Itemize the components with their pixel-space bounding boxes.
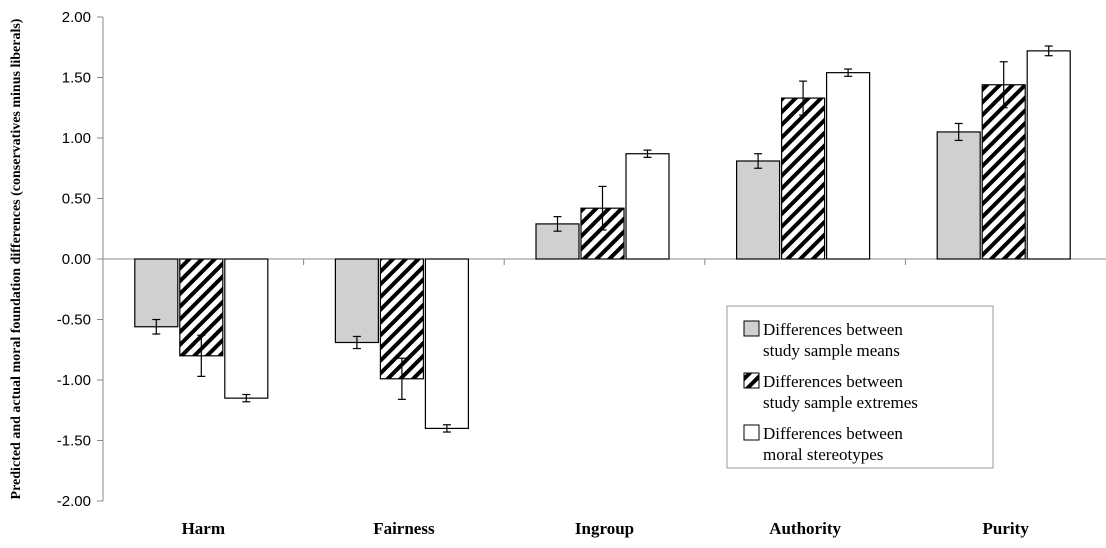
legend-entry-label: moral stereotypes <box>763 445 883 464</box>
y-tick-label: -0.50 <box>57 312 91 329</box>
category-label: Ingroup <box>575 519 634 538</box>
bar <box>1026 50 1071 260</box>
legend-entry-label: Differences between <box>763 320 903 339</box>
bar <box>780 97 826 260</box>
y-tick-label: 2.00 <box>62 9 91 26</box>
legend-swatch <box>743 320 760 337</box>
legend-swatch <box>743 424 760 441</box>
bar <box>334 258 379 344</box>
y-axis-label: Predicted and actual moral foundation di… <box>9 18 24 499</box>
bar <box>224 258 269 399</box>
y-tick-label: 1.50 <box>62 70 91 87</box>
bar <box>134 258 179 328</box>
bar <box>424 258 469 429</box>
y-tick-label: 0.00 <box>62 251 91 268</box>
y-tick-label: -2.00 <box>57 493 91 510</box>
legend-box <box>726 305 994 469</box>
bar <box>936 131 981 260</box>
legend-entry-label: Differences between <box>763 424 903 443</box>
bar <box>825 72 871 260</box>
category-label: Fairness <box>373 519 435 538</box>
legend-entry-label: study sample extremes <box>763 393 918 412</box>
bar <box>981 84 1026 260</box>
y-tick-label: -1.50 <box>57 433 91 450</box>
bar <box>735 160 781 260</box>
legend-entry-label: Differences between <box>763 372 903 391</box>
legend-swatch <box>743 372 760 389</box>
category-label: Authority <box>769 519 841 538</box>
y-tick-label: -1.00 <box>57 372 91 389</box>
legend-entry-label: study sample means <box>763 341 900 360</box>
category-label: Purity <box>983 519 1030 538</box>
y-tick-label: 0.50 <box>62 191 91 208</box>
category-label: Harm <box>182 519 225 538</box>
y-tick-label: 1.00 <box>62 130 91 147</box>
bar <box>625 153 670 260</box>
